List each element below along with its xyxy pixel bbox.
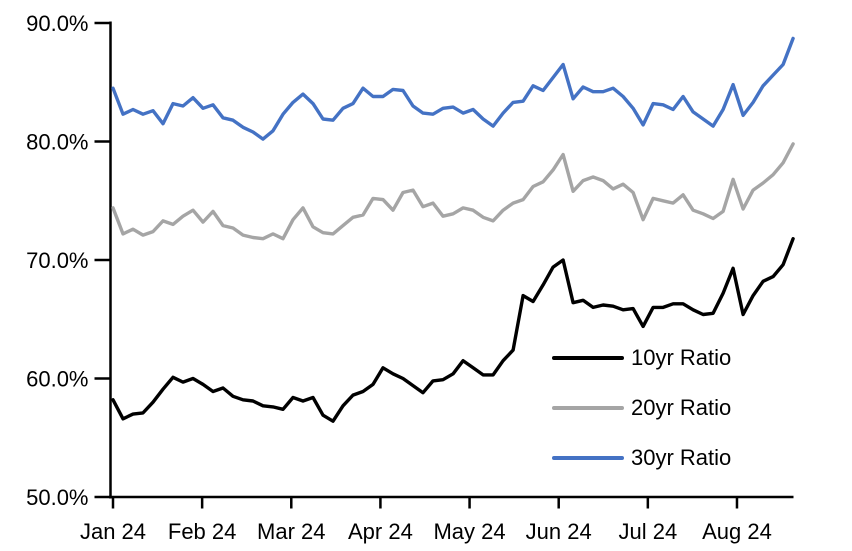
series-line-30yr-ratio (111, 36, 795, 141)
legend-line-swatch-30yr (552, 456, 624, 460)
x-axis-tick-label: Feb 24 (168, 519, 237, 544)
x-axis-tick-label: May 24 (433, 519, 505, 544)
x-axis-tick-label: Apr 24 (348, 519, 413, 544)
legend-label-20yr: 20yr Ratio (631, 395, 732, 420)
y-axis-tick-label: 60.0% (26, 367, 88, 392)
y-axis-tick-label: 90.0% (26, 11, 88, 36)
series-line-10yr-ratio (111, 236, 795, 423)
y-axis-tick-label: 50.0% (26, 485, 88, 510)
y-axis-tick-label: 70.0% (26, 248, 88, 273)
legend-item-30yr-ratio: 30yr Ratio (552, 433, 731, 483)
x-axis-tick-label: Jan 24 (80, 519, 146, 544)
legend-item-20yr-ratio: 20yr Ratio (552, 383, 731, 433)
series-line-20yr-ratio (111, 142, 795, 241)
x-axis-tick-label: Jun 24 (526, 519, 592, 544)
x-axis-tick-label: Mar 24 (257, 519, 325, 544)
x-axis-tick-label: Aug 24 (702, 519, 772, 544)
legend-label-30yr: 30yr Ratio (631, 445, 732, 470)
legend-line-swatch-20yr (552, 406, 624, 410)
legend-line-swatch-10yr (552, 356, 624, 360)
chart-legend: 10yr Ratio 20yr Ratio 30yr Ratio (552, 333, 731, 483)
x-axis-tick-label: Jul 24 (618, 519, 677, 544)
legend-item-10yr-ratio: 10yr Ratio (552, 333, 731, 383)
y-axis-tick-label: 80.0% (26, 130, 88, 155)
legend-label-10yr: 10yr Ratio (631, 345, 732, 370)
